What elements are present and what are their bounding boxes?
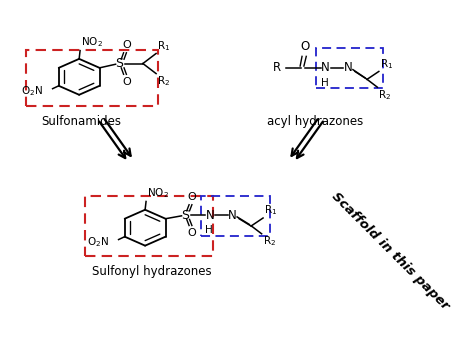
- Bar: [201, 196, 270, 236]
- Text: Scaffold in this paper: Scaffold in this paper: [329, 190, 451, 312]
- Text: O: O: [122, 40, 131, 50]
- Text: N: N: [344, 61, 353, 74]
- Text: R$_2$: R$_2$: [378, 88, 392, 102]
- Bar: [85, 197, 213, 256]
- Text: S: S: [115, 57, 123, 70]
- Bar: [316, 48, 383, 88]
- Text: O$_2$N: O$_2$N: [87, 235, 109, 249]
- Text: O: O: [188, 192, 196, 202]
- Text: H: H: [205, 225, 213, 235]
- Text: O: O: [188, 228, 196, 239]
- Text: NO$_2$: NO$_2$: [82, 35, 103, 49]
- Text: O$_2$N: O$_2$N: [21, 84, 43, 98]
- Text: R$_1$: R$_1$: [264, 203, 277, 217]
- Bar: [26, 50, 158, 106]
- Text: R$_2$: R$_2$: [157, 74, 170, 88]
- Text: R$_1$: R$_1$: [380, 57, 393, 71]
- Text: N: N: [228, 209, 237, 222]
- Text: S: S: [182, 209, 189, 222]
- Text: R$_2$: R$_2$: [263, 235, 276, 248]
- Text: O: O: [122, 77, 131, 87]
- Text: NO$_2$: NO$_2$: [147, 186, 169, 200]
- Text: Sulfonamides: Sulfonamides: [42, 114, 121, 127]
- Text: N: N: [205, 209, 214, 222]
- Text: O: O: [301, 41, 310, 54]
- Text: R$_1$: R$_1$: [157, 39, 170, 53]
- Text: H: H: [321, 78, 328, 88]
- Text: acyl hydrazones: acyl hydrazones: [267, 114, 363, 127]
- Text: R: R: [273, 61, 281, 74]
- Text: Sulfonyl hydrazones: Sulfonyl hydrazones: [92, 265, 212, 278]
- Text: N: N: [321, 61, 330, 74]
